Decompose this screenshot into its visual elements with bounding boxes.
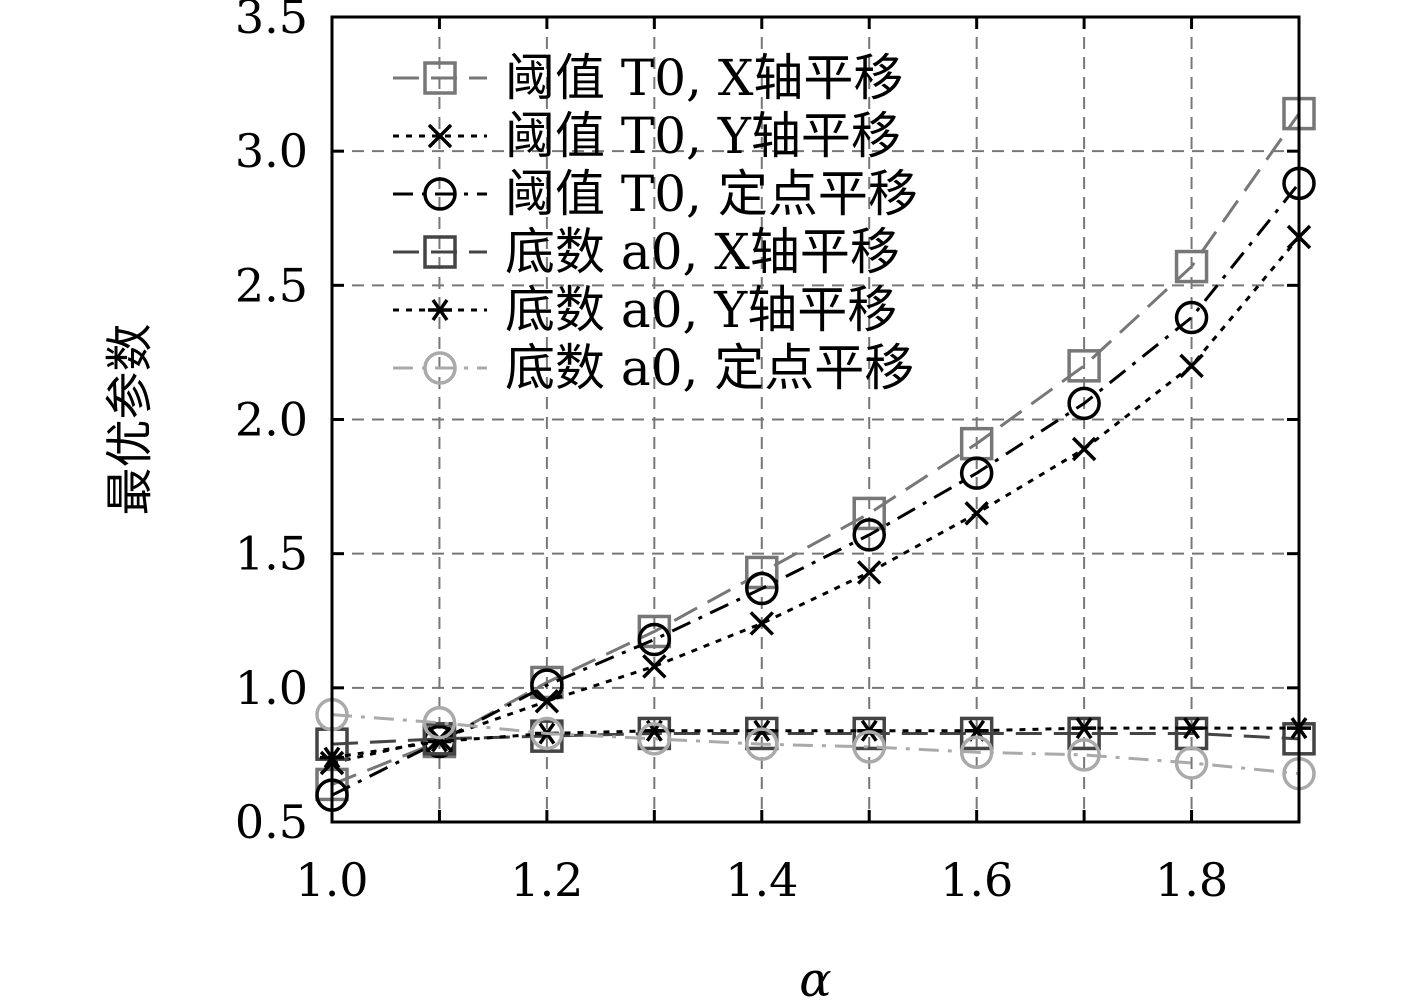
- series-6: [317, 700, 1314, 789]
- y-tick-label: 3.0: [235, 124, 308, 178]
- y-tick-label: 3.5: [235, 0, 308, 44]
- y-tick-label: 0.5: [235, 795, 308, 849]
- legend-item: 底数 a0, 定点平移: [393, 339, 914, 397]
- legend-item: 底数 a0, Y轴平移: [393, 281, 897, 339]
- legend-item: 底数 a0, X轴平移: [393, 223, 900, 281]
- y-axis-label: 最优参数: [102, 323, 158, 515]
- y-tick-label: 2.5: [235, 258, 308, 312]
- legend-label: 底数 a0, Y轴平移: [505, 281, 897, 339]
- y-tick-label: 1.0: [235, 661, 308, 715]
- x-tick-label: 1.0: [295, 853, 368, 907]
- data-point: [751, 612, 773, 634]
- x-tick-label: 1.6: [940, 853, 1013, 907]
- series-line: [332, 715, 1299, 774]
- legend-label: 阈值 T0, X轴平移: [505, 49, 903, 107]
- y-tick-labels: 0.5 1.0 1.5 2.0 2.5 3.0 3.5: [235, 0, 308, 849]
- legend-label: 阈值 T0, 定点平移: [505, 165, 918, 223]
- legend-item: 阈值 T0, X轴平移: [393, 49, 903, 107]
- legend-label: 阈值 T0, Y轴平移: [505, 107, 901, 165]
- legend-item: 阈值 T0, Y轴平移: [393, 107, 901, 165]
- x-tick-label: 1.4: [725, 853, 798, 907]
- x-axis-label: α: [799, 952, 831, 1004]
- y-tick-label: 2.0: [235, 393, 308, 447]
- y-tick-label: 1.5: [235, 527, 308, 581]
- legend-label: 底数 a0, X轴平移: [505, 223, 900, 281]
- legend-label: 底数 a0, 定点平移: [505, 339, 914, 397]
- x-tick-labels: 1.0 1.2 1.4 1.6 1.8: [295, 853, 1228, 907]
- x-tick-label: 1.8: [1155, 853, 1228, 907]
- x-tick-label: 1.2: [510, 853, 583, 907]
- legend-item: 阈值 T0, 定点平移: [393, 165, 918, 223]
